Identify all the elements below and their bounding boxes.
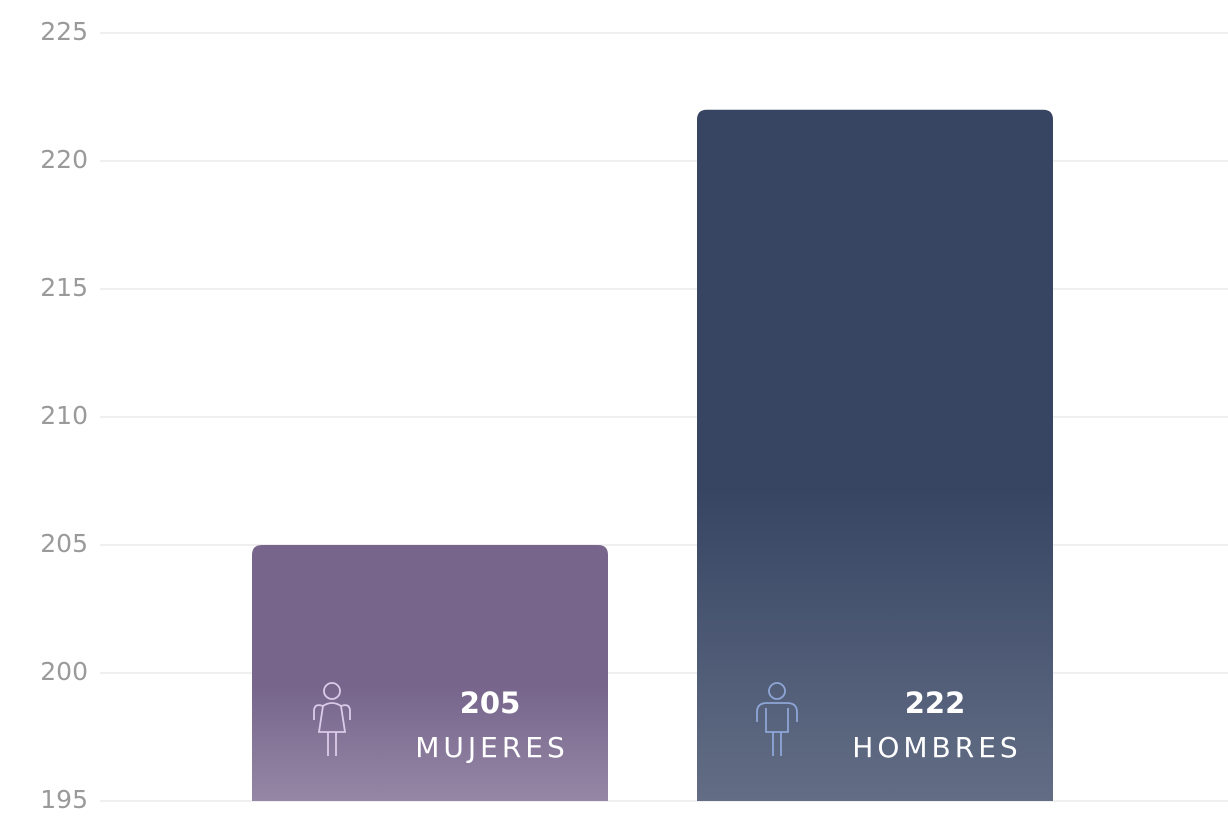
- icon-part: [317, 702, 347, 733]
- icon-part: [772, 732, 782, 756]
- icon-part: [323, 682, 341, 700]
- y-tick-label: 215: [40, 273, 88, 302]
- category-label: MUJERES: [415, 731, 569, 764]
- female-icon: [313, 682, 351, 756]
- y-tick-label: 225: [40, 17, 88, 46]
- icon-part: [765, 708, 789, 733]
- bar-sheen: [252, 545, 608, 801]
- male-icon: [756, 682, 798, 756]
- icon-part: [756, 702, 798, 722]
- icon-part: [340, 704, 351, 720]
- icon-part: [327, 732, 337, 756]
- icon-part: [768, 682, 786, 700]
- category-label: HOMBRES: [852, 731, 1021, 764]
- y-tick-label: 210: [40, 401, 88, 430]
- icon-part: [313, 704, 324, 720]
- y-tick-label: 220: [40, 145, 88, 174]
- y-tick-label: 200: [40, 657, 88, 686]
- bar-sheen: [697, 109, 1053, 802]
- y-tick-label: 195: [40, 785, 88, 814]
- value-label: 222: [905, 686, 966, 720]
- y-tick-label: 205: [40, 529, 88, 558]
- value-label: 205: [460, 686, 521, 720]
